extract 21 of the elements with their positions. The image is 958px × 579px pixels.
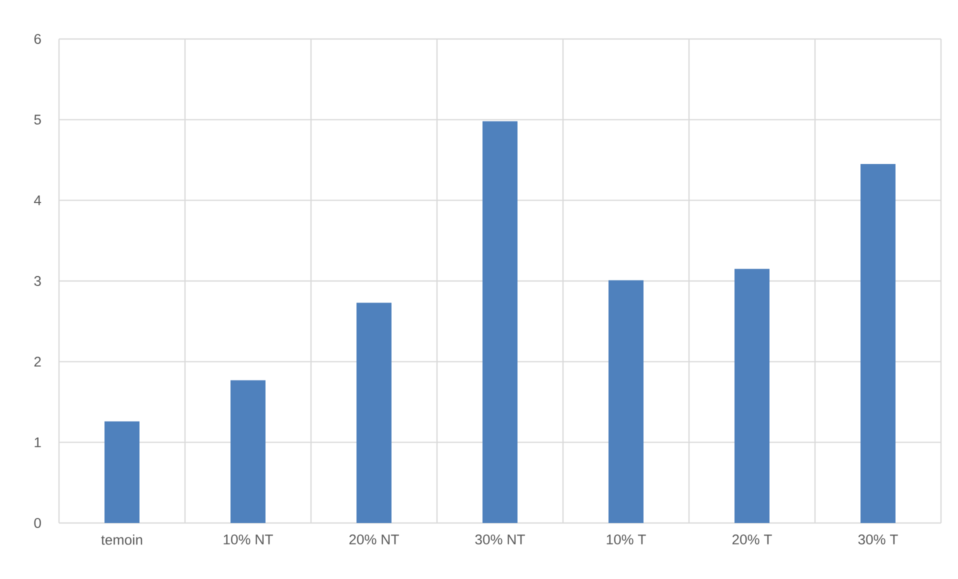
bar: [482, 121, 518, 523]
y-tick-label: 2: [34, 356, 41, 367]
bar: [608, 280, 644, 523]
x-tick-label: 10% T: [606, 534, 646, 544]
y-tick-label: 3: [34, 276, 41, 286]
x-tick-label: temoin: [101, 534, 142, 545]
bar: [734, 268, 770, 523]
bar: [104, 421, 140, 523]
x-tick-label: 20% NT: [349, 534, 399, 544]
y-tick-label: 5: [34, 114, 41, 125]
x-tick-label: 10% NT: [224, 534, 273, 544]
y-tick-label: 6: [34, 34, 41, 44]
x-tick-label: 30% T: [858, 534, 898, 544]
x-tick-label: 30% NT: [475, 534, 525, 544]
bar: [356, 302, 392, 523]
bar: [230, 380, 266, 523]
y-tick-label: 0: [34, 518, 41, 528]
x-tick-label: 20% T: [732, 534, 772, 544]
y-tick-label: 1: [34, 438, 41, 448]
bar: [860, 164, 896, 523]
y-tick-label: 4: [34, 196, 42, 206]
